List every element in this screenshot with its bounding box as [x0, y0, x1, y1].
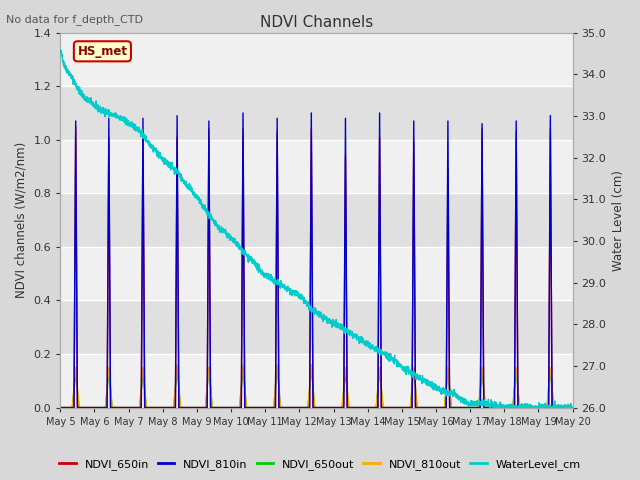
- Bar: [60, 33, 573, 86]
- Y-axis label: Water Level (cm): Water Level (cm): [612, 169, 625, 271]
- Legend: NDVI_650in, NDVI_810in, NDVI_650out, NDVI_810out, WaterLevel_cm: NDVI_650in, NDVI_810in, NDVI_650out, NDV…: [54, 455, 586, 474]
- Bar: [60, 86, 573, 140]
- Title: NDVI Channels: NDVI Channels: [260, 15, 373, 30]
- Text: No data for f_depth_CTD: No data for f_depth_CTD: [6, 14, 143, 25]
- Bar: [60, 247, 573, 300]
- Bar: [60, 300, 573, 354]
- Bar: [60, 193, 573, 247]
- Text: HS_met: HS_met: [77, 45, 127, 58]
- Bar: [60, 354, 573, 408]
- Y-axis label: NDVI channels (W/m2/nm): NDVI channels (W/m2/nm): [15, 142, 28, 298]
- Bar: [60, 140, 573, 193]
